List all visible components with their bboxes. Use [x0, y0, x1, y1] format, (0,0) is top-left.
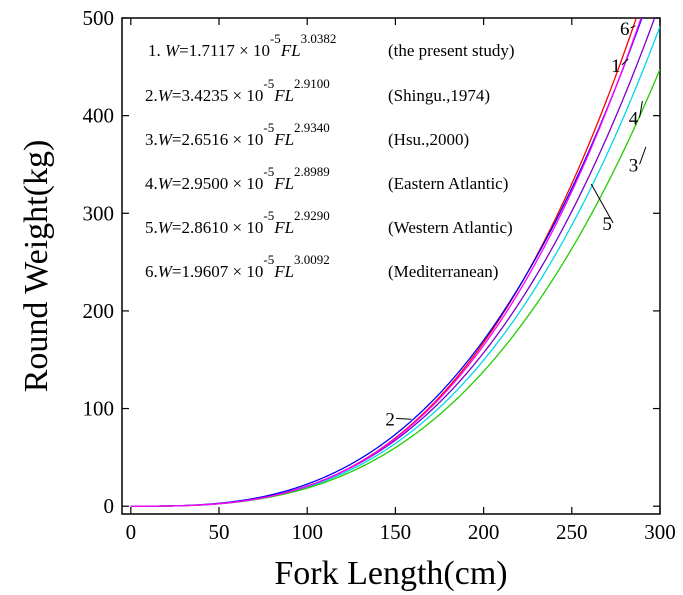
legend-equation-6: 6.W=1.9607 × 10-5FL3.0092 — [145, 252, 330, 281]
curve-label-leader — [621, 58, 629, 66]
series-lines — [130, 18, 660, 507]
curve-label-leader — [590, 183, 614, 224]
curve-label-leader — [639, 146, 647, 165]
y-tick-label: 200 — [83, 299, 115, 323]
legend-source-4: (Eastern Atlantic) — [388, 174, 508, 193]
series-line-6 — [130, 18, 642, 507]
legend-source-2: (Shingu.,1974) — [388, 86, 490, 105]
legend-equation-2: 2.W=3.4235 × 10-5FL2.9100 — [145, 76, 330, 105]
curve-label-4: 4 — [629, 109, 639, 130]
legend-source-1: (the present study) — [388, 41, 515, 60]
legend-source-3: (Hsu.,2000) — [388, 130, 469, 149]
legend-equation-4: 4.W=2.9500 × 10-5FL2.8989 — [145, 164, 330, 193]
y-tick-label: 100 — [83, 397, 115, 421]
curve-label-leader — [630, 25, 636, 29]
plot-area — [121, 17, 661, 515]
x-tick-label: 150 — [380, 520, 412, 544]
x-tick-label: 0 — [126, 520, 137, 544]
legend-source-5: (Western Atlantic) — [388, 218, 513, 237]
x-tick-label: 250 — [556, 520, 588, 544]
y-tick-label: 500 — [83, 6, 115, 30]
curve-label-5: 5 — [602, 214, 612, 235]
y-tick-label: 0 — [104, 494, 115, 518]
curve-labels: 6 1 4 3 5 2 — [385, 19, 647, 430]
y-axis-title: Round Weight(kg) — [18, 140, 55, 393]
curve-label-3: 3 — [629, 155, 639, 176]
x-axis: 0 50 100 150 200 250 300 — [126, 18, 676, 544]
legend: 1. W=1.7117 × 10-5FL3.0382 (the present s… — [145, 31, 515, 281]
y-tick-label: 300 — [83, 201, 115, 225]
legend-equation-5: 5.W=2.8610 × 10-5FL2.9290 — [145, 208, 330, 237]
x-tick-label: 100 — [291, 520, 323, 544]
legend-source-6: (Mediterranean) — [388, 262, 498, 281]
x-axis-title: Fork Length(cm) — [274, 555, 507, 592]
y-axis: 0 100 200 300 400 500 — [83, 6, 660, 518]
legend-equation-3: 3.W=2.6516 × 10-5FL2.9340 — [145, 120, 330, 149]
curve-label-leader — [639, 100, 643, 118]
curve-label-2: 2 — [385, 409, 395, 430]
legend-equation-1: 1. W=1.7117 × 10-5FL3.0382 — [148, 31, 336, 60]
x-tick-label: 300 — [644, 520, 676, 544]
curve-label-6: 6 — [620, 19, 630, 40]
y-tick-label: 400 — [83, 104, 115, 128]
curve-label-leader — [396, 417, 412, 420]
x-tick-label: 50 — [209, 520, 230, 544]
x-tick-label: 200 — [468, 520, 500, 544]
curve-label-1: 1 — [611, 56, 621, 77]
